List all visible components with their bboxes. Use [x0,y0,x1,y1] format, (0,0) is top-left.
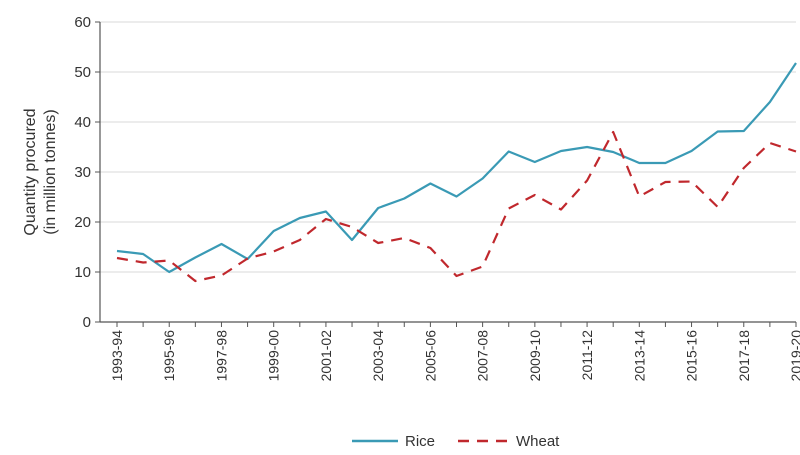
x-tick-label-2013-14: 2013-14 [631,330,647,382]
x-tick-labels: 1993-94 1995-96 1997-98 1999-00 2001-02 2003-… [109,330,800,382]
y-tick-label-0: 0 [83,314,91,331]
x-tick-label-1993-94: 1993-94 [109,330,125,382]
gridlines [100,21,796,273]
x-tick-label-2005-06: 2005-06 [422,330,438,382]
series-line-rice [116,62,797,274]
y-tick-label-40: 40 [74,114,91,131]
x-tick-label-1997-98: 1997-98 [213,330,229,382]
legend-label-rice: Rice [405,433,435,450]
legend-label-wheat: Wheat [516,433,560,450]
y-axis-title: Quantity procured (in million tonnes) [22,108,59,235]
y-tick-label-10: 10 [74,264,91,281]
x-tick-label-2019-20: 2019-20 [788,330,800,382]
y-tick-label-60: 60 [74,14,91,31]
y-axis-title-line1: Quantity procured [22,108,39,235]
x-tick-label-2011-12: 2011-12 [579,330,595,381]
y-axis-title-line2: (in million tonnes) [42,109,59,234]
y-tick-label-20: 20 [74,214,91,231]
y-tick-labels: 0 10 20 30 40 50 60 [74,14,91,331]
series-lines [116,62,797,283]
series-line-wheat [116,130,797,283]
y-tick-label-30: 30 [74,164,91,181]
x-tick-label-2003-04: 2003-04 [370,330,386,382]
x-tick-label-2017-18: 2017-18 [736,330,752,382]
x-tick-label-2007-08: 2007-08 [475,330,491,382]
x-tick-label-2001-02: 2001-02 [318,330,334,382]
x-tick-label-2015-16: 2015-16 [684,330,700,382]
x-tick-label-1995-96: 1995-96 [161,330,177,382]
legend: Rice Wheat [352,433,560,450]
axes [95,21,797,327]
x-tick-label-1999-00: 1999-00 [266,330,282,382]
x-tick-label-2009-10: 2009-10 [527,330,543,382]
y-tick-label-50: 50 [74,64,91,81]
